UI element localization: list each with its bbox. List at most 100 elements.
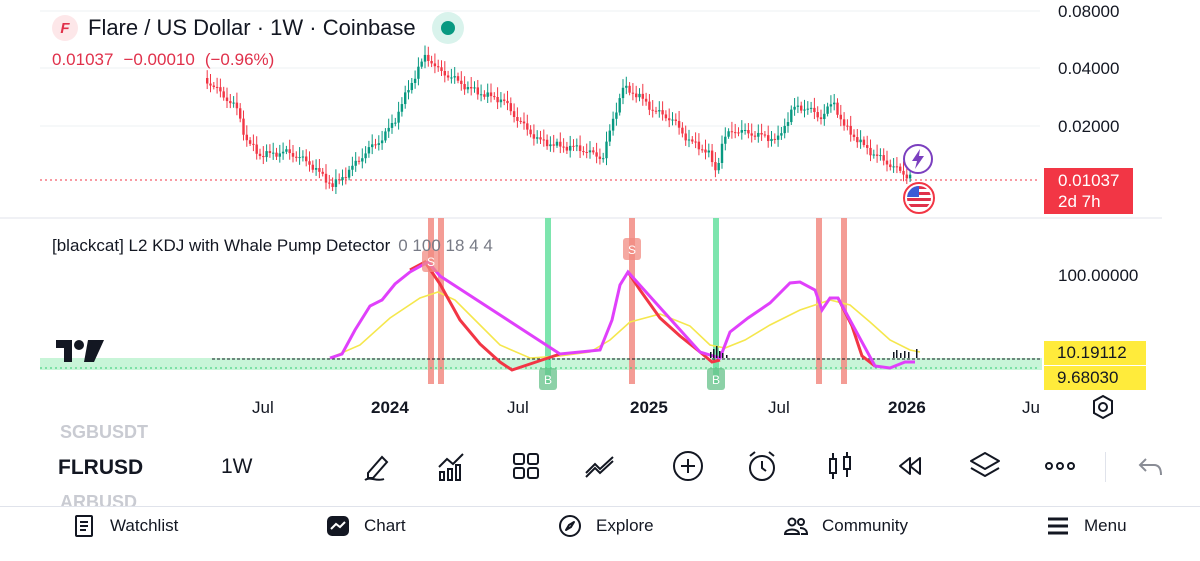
symbol-next[interactable]: ARBUSD (60, 492, 138, 506)
symbol-prev[interactable]: SGBUSDT (60, 422, 149, 442)
svg-text:B: B (544, 373, 552, 387)
candle (529, 125, 532, 138)
draw-icon[interactable] (360, 449, 394, 483)
candle (512, 103, 516, 123)
candle (856, 129, 859, 148)
candle (776, 125, 780, 147)
candle (268, 144, 272, 158)
svg-text:B: B (712, 373, 720, 387)
more-icon[interactable] (1043, 449, 1077, 483)
layers-icon[interactable] (968, 449, 1002, 483)
candle (318, 159, 321, 179)
time-axis-label: 2025 (630, 398, 668, 417)
price-change: 0.01037 −0.00010 (−0.96%) (52, 50, 274, 70)
last-price: 0.01037 (52, 50, 114, 69)
candle (400, 97, 404, 117)
candle (265, 144, 268, 162)
candle (852, 129, 856, 141)
candle (453, 67, 456, 84)
price-axis-label: 0.02000 (1058, 117, 1120, 136)
candle (635, 85, 638, 103)
d-value-tag: 10.19112 (1044, 341, 1146, 365)
undo-icon[interactable] (1134, 449, 1168, 483)
candle (681, 122, 684, 138)
candle (242, 110, 245, 141)
candle (654, 106, 658, 115)
symbol-legend[interactable]: F Flare / US Dollar · 1W · Coinbase (52, 12, 464, 44)
candle (522, 112, 526, 130)
alert-icon[interactable] (745, 449, 779, 483)
candle (859, 130, 862, 149)
current-price-tag: 0.01037 2d 7h (1044, 168, 1133, 214)
candle (773, 133, 776, 144)
candle (301, 150, 305, 162)
bottom-nav (0, 506, 1200, 561)
candle (552, 134, 555, 153)
candle (846, 119, 849, 131)
candle (225, 87, 229, 108)
candle (324, 164, 328, 190)
candle (456, 72, 460, 84)
candle (767, 125, 770, 148)
flare-logo: F (52, 15, 78, 41)
symbol-selector[interactable]: FLRUSD (58, 456, 144, 479)
candle (734, 123, 737, 139)
nav-chart[interactable]: Chart (326, 514, 406, 538)
nav-watchlist[interactable]: Watchlist (72, 514, 178, 538)
candle (862, 136, 866, 148)
candle (648, 94, 651, 116)
candle (598, 148, 602, 165)
candle (545, 134, 549, 150)
candle (420, 58, 423, 69)
candle (305, 149, 308, 167)
candle (720, 135, 724, 169)
candle (460, 71, 463, 91)
community-icon (784, 517, 808, 535)
svg-text:S: S (427, 255, 435, 269)
lightning-icon[interactable] (902, 143, 934, 175)
candle (357, 156, 361, 165)
candle (281, 142, 285, 160)
add-icon[interactable] (671, 449, 705, 483)
indicators-icon[interactable] (435, 449, 469, 483)
candle (572, 139, 575, 152)
price-chart[interactable]: S S B B (0, 0, 1200, 430)
time-axis-label: 2026 (888, 398, 926, 417)
candle (262, 146, 265, 165)
candle (724, 127, 727, 151)
nav-community[interactable]: Community (784, 514, 908, 538)
nav-menu[interactable]: Menu (1046, 514, 1127, 538)
candle (651, 100, 654, 118)
candle (895, 157, 899, 174)
candle (334, 169, 338, 194)
chart-settings-icon[interactable] (1090, 394, 1116, 420)
compare-icon[interactable] (583, 449, 617, 483)
whale-bar (713, 349, 715, 358)
interval-selector[interactable]: 1W (221, 455, 253, 478)
indicator-legend[interactable]: [blackcat] L2 KDJ with Whale Pump Detect… (52, 236, 493, 256)
candle (615, 102, 618, 126)
candle (671, 112, 674, 126)
candle (661, 101, 664, 121)
chart-type-icon[interactable] (823, 449, 857, 483)
market-status-icon[interactable] (431, 12, 464, 44)
svg-text:S: S (628, 243, 636, 257)
replay-icon[interactable] (894, 449, 928, 483)
candle (328, 174, 331, 189)
candle (387, 118, 390, 138)
nav-explore[interactable]: Explore (558, 514, 654, 538)
us-flag-icon[interactable] (901, 181, 937, 215)
price-axis-label: 0.08000 (1058, 2, 1120, 21)
candle (539, 130, 542, 144)
candle (816, 106, 819, 122)
layouts-icon[interactable] (509, 449, 543, 483)
candle (288, 139, 291, 160)
candle (701, 144, 704, 153)
indicator-axis-label: 100.00000 (1058, 266, 1139, 285)
whale-bar (726, 355, 728, 358)
candle (374, 138, 377, 149)
candle (450, 68, 453, 84)
candle (780, 126, 783, 140)
candle (314, 159, 318, 176)
candle (582, 146, 585, 156)
